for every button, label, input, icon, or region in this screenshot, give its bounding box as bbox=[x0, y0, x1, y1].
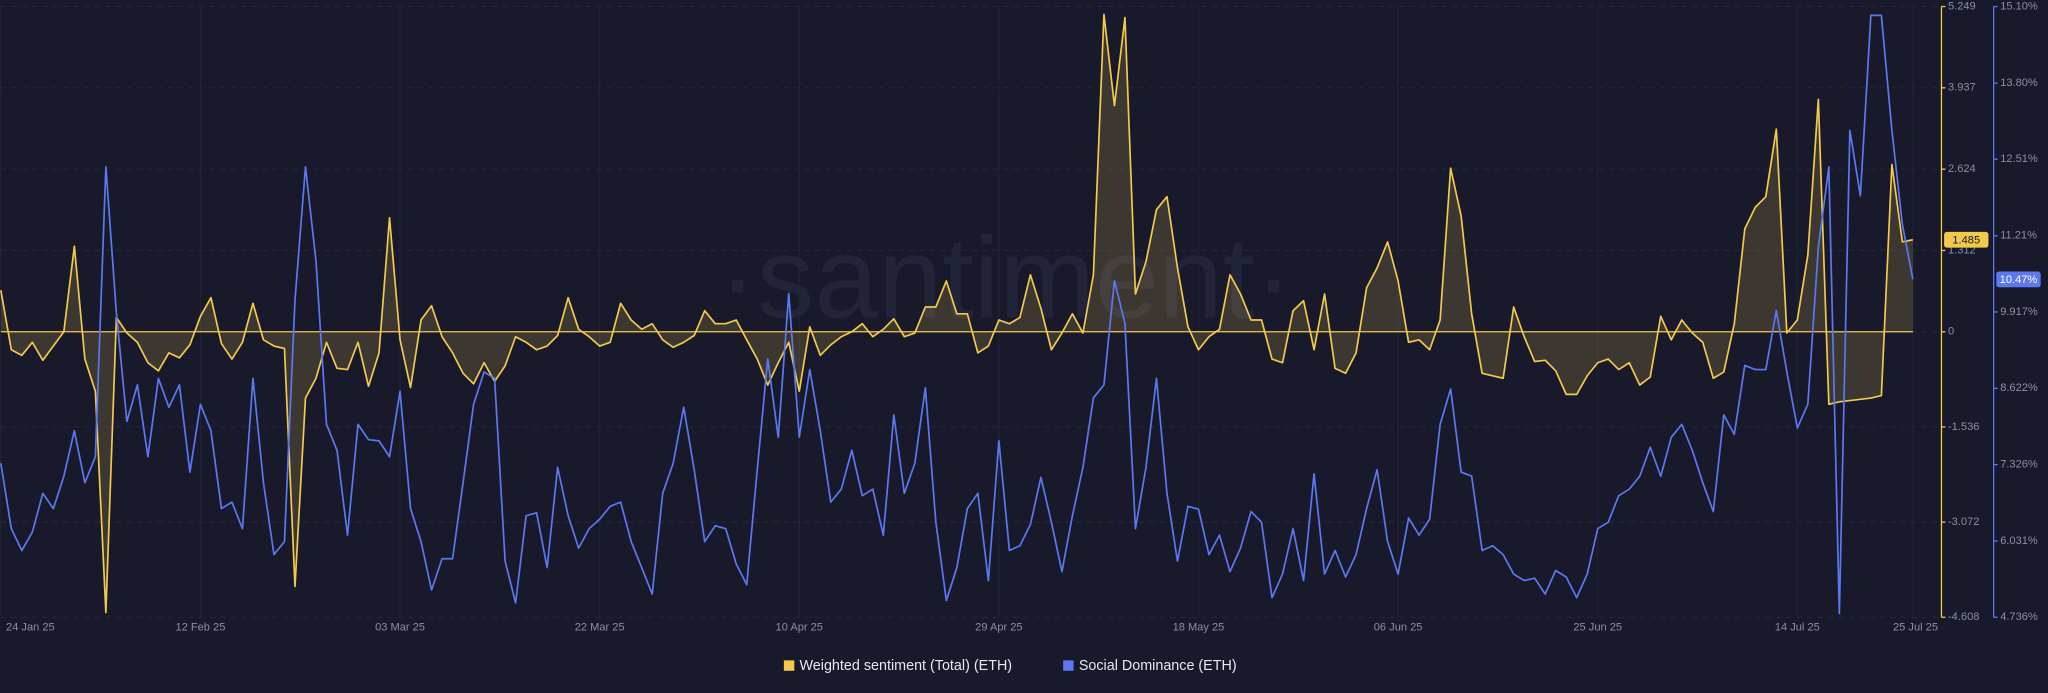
y2-tick-label: 9.917% bbox=[2000, 306, 2038, 318]
legend-swatch[interactable] bbox=[783, 660, 795, 671]
last-value-box bbox=[1996, 271, 2041, 288]
y2-tick-label: 8.622% bbox=[2000, 382, 2038, 394]
legend: Weighted sentiment (Total) (ETH) Social D… bbox=[783, 658, 1237, 674]
last-value-box bbox=[1944, 231, 1989, 248]
y-tick-label: -4.608 bbox=[1948, 611, 1979, 623]
legend-label[interactable]: Social Dominance (ETH) bbox=[1079, 658, 1237, 674]
x-tick-label: 29 Apr 25 bbox=[975, 622, 1022, 634]
y2-tick-label: 6.031% bbox=[2000, 535, 2038, 547]
legend-label[interactable]: Weighted sentiment (Total) (ETH) bbox=[800, 658, 1013, 674]
y2-tick-label: 11.21% bbox=[2000, 230, 2037, 242]
y-tick-label: 5.249 bbox=[1948, 0, 1976, 12]
last-value-label: 10.47% bbox=[2000, 274, 2038, 286]
legend-swatch[interactable] bbox=[1063, 660, 1074, 671]
y-tick-label: -3.072 bbox=[1948, 516, 1979, 528]
x-tick-label: 14 Jul 25 bbox=[1775, 622, 1820, 634]
x-tick-label: 10 Apr 25 bbox=[776, 622, 823, 634]
x-tick-label: 25 Jun 25 bbox=[1573, 622, 1622, 634]
y2-tick-label: 15.10% bbox=[2000, 0, 2038, 12]
last-value-badge: 1.485 bbox=[1944, 231, 1989, 248]
y-tick-label: 0 bbox=[1948, 326, 1954, 338]
x-tick-label: 25 Jul 25 bbox=[1893, 622, 1938, 634]
y2-tick-label: 13.80% bbox=[2000, 77, 2038, 89]
x-tick-label: 12 Feb 25 bbox=[175, 622, 225, 634]
legend-item[interactable]: Weighted sentiment (Total) (ETH) bbox=[783, 658, 1013, 674]
x-tick-label: 22 Mar 25 bbox=[575, 622, 625, 634]
series-area bbox=[0, 14, 1913, 613]
y-tick-label: 2.624 bbox=[1948, 163, 1976, 175]
x-tick-label: 18 May 25 bbox=[1173, 622, 1225, 634]
series-line bbox=[0, 14, 1914, 615]
y-tick-label: 3.937 bbox=[1948, 82, 1976, 94]
watermark: ·santiment· bbox=[719, 214, 1293, 342]
series-line bbox=[0, 13, 1914, 614]
y2-tick-label: 12.51% bbox=[2000, 153, 2038, 165]
x-tick-label: 03 Mar 25 bbox=[375, 622, 425, 634]
y2-tick-label: 4.736% bbox=[2000, 611, 2038, 623]
y2-tick-label: 7.326% bbox=[2000, 459, 2038, 471]
y-tick-label: -1.536 bbox=[1948, 421, 1979, 433]
legend-item[interactable]: Social Dominance (ETH) bbox=[1063, 658, 1237, 674]
x-tick-label: 24 Jan 25 bbox=[6, 622, 55, 634]
last-value-label: 1.485 bbox=[1952, 234, 1980, 246]
x-tick-label: 06 Jun 25 bbox=[1374, 622, 1423, 634]
last-value-badge: 10.47% bbox=[1996, 271, 2041, 288]
